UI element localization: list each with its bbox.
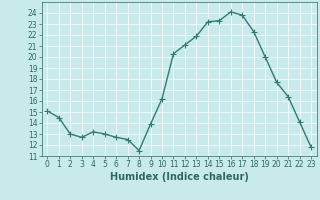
X-axis label: Humidex (Indice chaleur): Humidex (Indice chaleur) [110, 172, 249, 182]
